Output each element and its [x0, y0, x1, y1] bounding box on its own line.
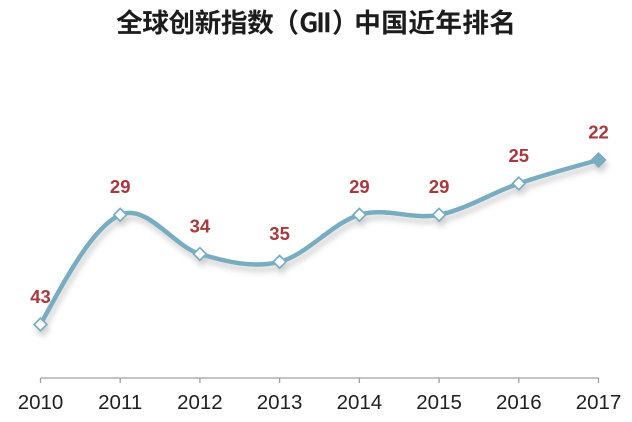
svg-text:2010: 2010	[18, 391, 64, 414]
svg-text:22: 22	[588, 121, 609, 142]
svg-text:35: 35	[269, 223, 290, 244]
svg-text:2017: 2017	[576, 391, 622, 414]
svg-text:2011: 2011	[98, 391, 142, 414]
svg-text:2014: 2014	[337, 391, 383, 414]
svg-text:43: 43	[30, 286, 51, 307]
svg-text:29: 29	[110, 176, 131, 197]
svg-text:2015: 2015	[416, 391, 462, 414]
svg-text:29: 29	[429, 176, 450, 197]
svg-text:34: 34	[190, 215, 211, 236]
svg-text:2012: 2012	[177, 391, 223, 414]
svg-text:25: 25	[509, 145, 530, 166]
svg-text:2016: 2016	[496, 391, 542, 414]
svg-text:29: 29	[349, 176, 370, 197]
svg-text:2013: 2013	[257, 391, 303, 414]
